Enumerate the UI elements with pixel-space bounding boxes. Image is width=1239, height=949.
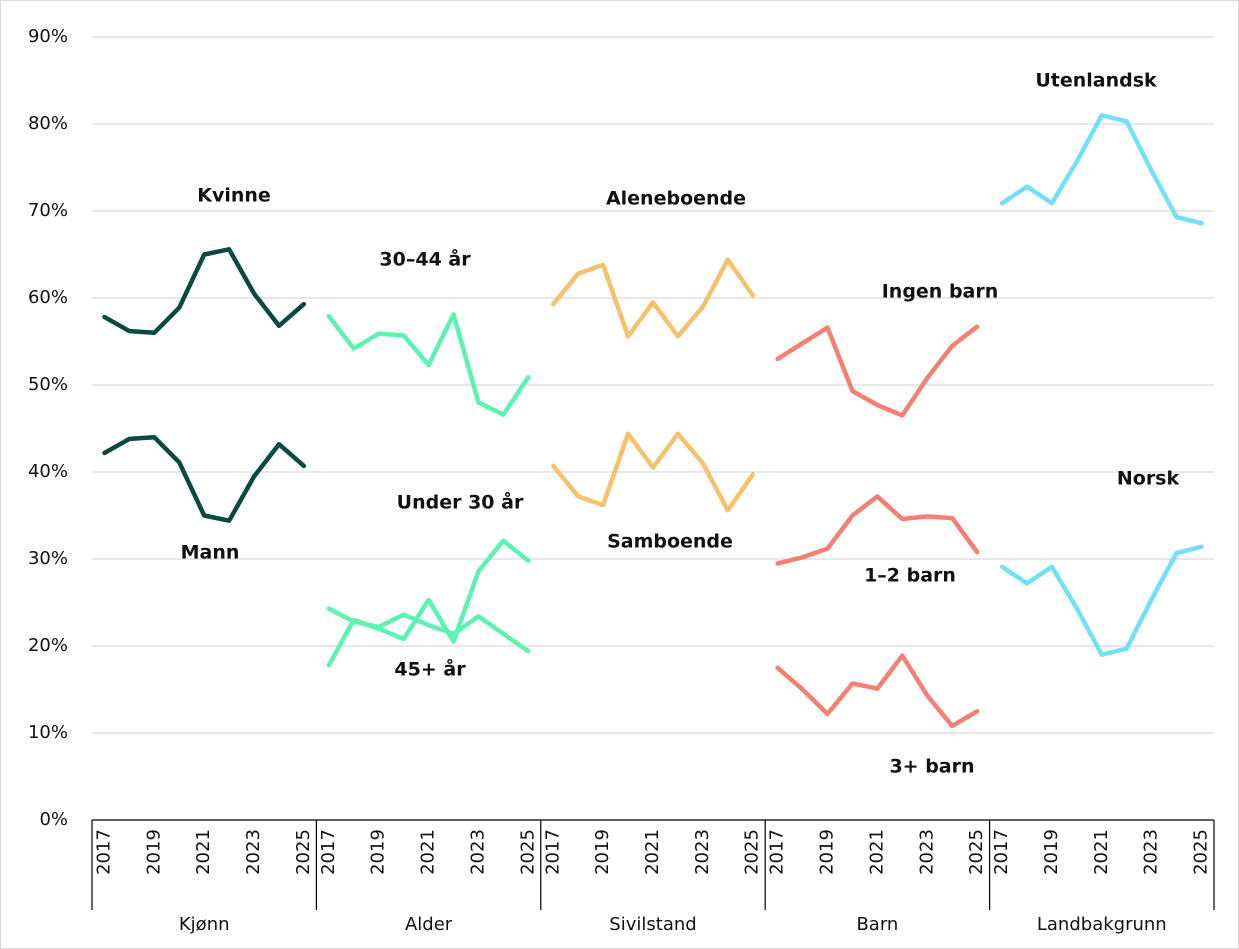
series-line	[102, 434, 307, 523]
series-line	[326, 606, 531, 654]
y-tick-label: 20%	[28, 635, 68, 656]
series-label: 1–2 barn	[864, 565, 956, 587]
group-label: Landbakgrunn	[1037, 914, 1167, 935]
x-tick-label: 2025	[966, 829, 987, 875]
series-line	[999, 544, 1204, 657]
series-line	[551, 257, 755, 339]
group-label: Sivilstand	[609, 914, 696, 935]
x-tick-label: 2021	[866, 829, 887, 875]
x-tick-label: 2023	[692, 829, 713, 875]
series-label: Utenlandsk	[1035, 70, 1157, 92]
x-tick-label: 2023	[916, 829, 937, 875]
series-line	[775, 494, 980, 566]
x-tick-label: 2025	[517, 829, 538, 875]
series-label: Mann	[181, 542, 240, 564]
y-tick-label: 80%	[28, 113, 68, 134]
x-tick-label: 2021	[1091, 829, 1112, 875]
series-label: Samboende	[607, 531, 733, 553]
x-tick-label: 2017	[991, 829, 1012, 875]
y-tick-label: 70%	[28, 200, 68, 221]
x-tick-label: 2017	[542, 829, 563, 875]
x-tick-label: 2025	[1191, 829, 1212, 875]
series-label: 30–44 år	[379, 247, 471, 271]
series-label: Under 30 år	[397, 490, 524, 514]
y-tick-label: 50%	[28, 374, 68, 395]
y-tick-label: 30%	[28, 548, 68, 569]
x-tick-label: 2025	[742, 829, 763, 875]
series-line	[999, 113, 1204, 226]
series-label: Ingen barn	[882, 281, 999, 303]
series-label: Aleneboende	[606, 188, 746, 210]
series-label: 45+ år	[394, 657, 466, 681]
x-tick-label: 2021	[642, 829, 663, 875]
y-tick-label: 90%	[28, 26, 68, 47]
series-line	[326, 312, 531, 417]
series-label: Norsk	[1117, 468, 1180, 490]
x-tick-label: 2019	[143, 829, 164, 875]
group-label: Alder	[405, 914, 453, 935]
y-tick-label: 0%	[39, 809, 68, 830]
x-tick-label: 2021	[193, 829, 214, 875]
x-tick-label: 2021	[418, 829, 439, 875]
y-tick-label: 60%	[28, 287, 68, 308]
x-tick-label: 2023	[1141, 829, 1162, 875]
group-label: Barn	[856, 914, 898, 935]
series-line	[775, 324, 980, 418]
series-line	[102, 247, 307, 336]
x-tick-label: 2017	[318, 829, 339, 875]
x-tick-label: 2023	[467, 829, 488, 875]
group-label: Kjønn	[179, 914, 230, 935]
y-tick-label: 10%	[28, 722, 68, 743]
series-label: Kvinne	[197, 185, 271, 207]
x-tick-label: 2019	[817, 829, 838, 875]
x-tick-label: 2017	[93, 829, 114, 875]
x-tick-label: 2019	[592, 829, 613, 875]
x-tick-label: 2019	[368, 829, 389, 875]
x-tick-label: 2025	[293, 829, 314, 875]
x-tick-label: 2023	[243, 829, 264, 875]
series-label: 3+ barn	[889, 756, 974, 778]
series-line	[775, 653, 980, 729]
y-tick-label: 40%	[28, 461, 68, 482]
x-tick-label: 2019	[1041, 829, 1062, 875]
x-tick-label: 2017	[767, 829, 788, 875]
series-line	[551, 431, 755, 513]
